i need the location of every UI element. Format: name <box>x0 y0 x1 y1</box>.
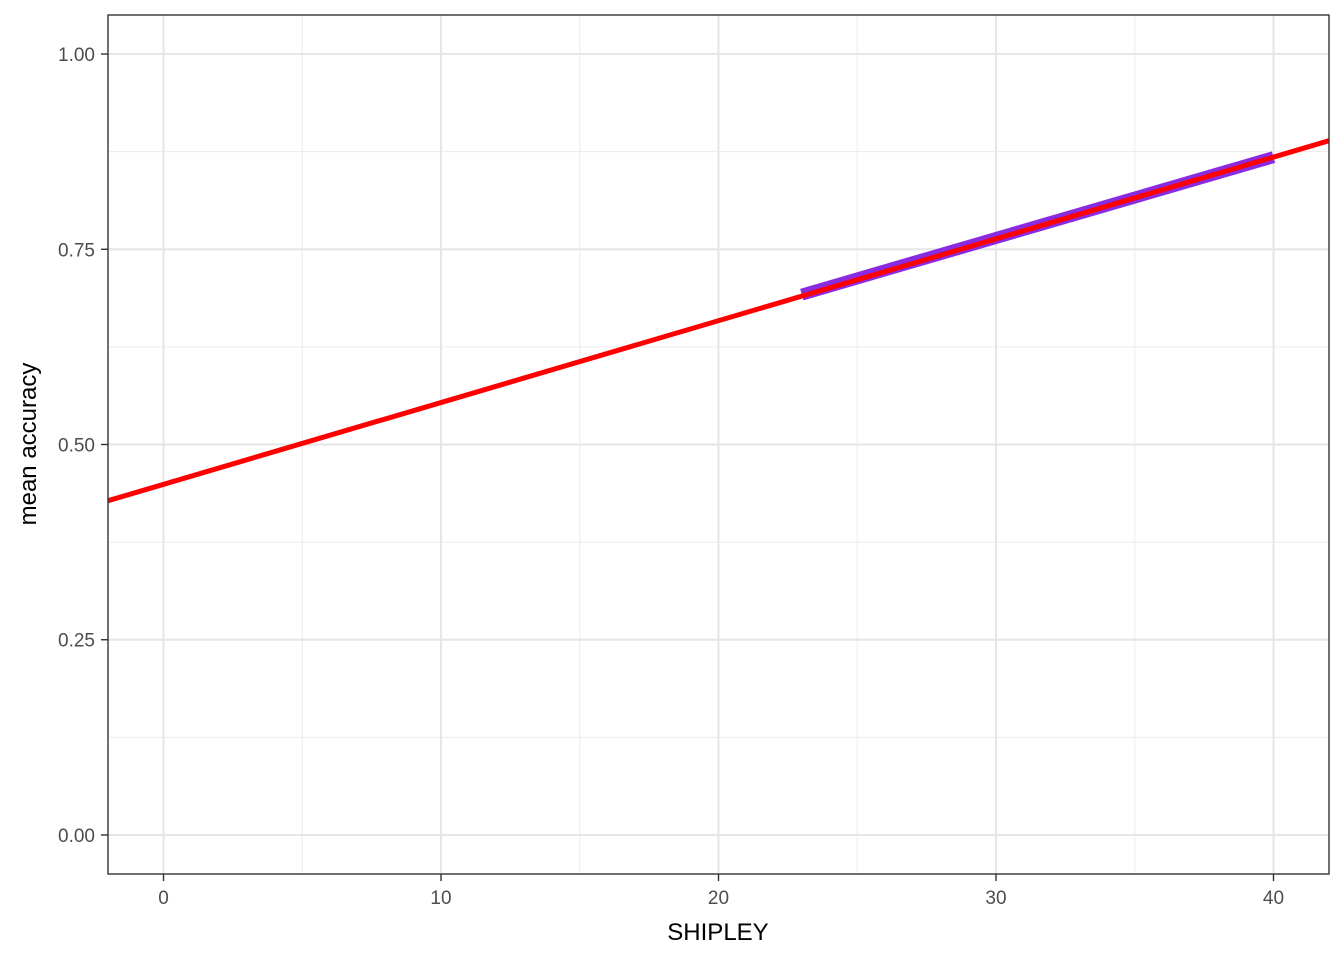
grid-major <box>108 15 1329 874</box>
x-axis-title: SHIPLEY <box>667 919 768 946</box>
y-tick-label: 1.00 <box>58 45 95 66</box>
x-tick-label: 0 <box>158 888 169 909</box>
x-tick-label: 40 <box>1263 888 1284 909</box>
y-axis: 0.00 0.25 0.50 0.75 1.00 <box>58 45 108 847</box>
y-axis-title: mean accuracy <box>15 363 42 526</box>
x-tick-label: 10 <box>430 888 451 909</box>
series-line-2 <box>107 138 1330 504</box>
x-tick-label: 30 <box>985 888 1006 909</box>
x-axis: 0 10 20 30 40 <box>158 874 1284 909</box>
y-tick-label: 0.00 <box>58 826 95 847</box>
y-tick-label: 0.50 <box>58 436 95 457</box>
y-tick-label: 0.75 <box>58 240 95 261</box>
x-tick-label: 20 <box>708 888 729 909</box>
series-layer <box>107 138 1330 504</box>
y-tick-label: 0.25 <box>58 631 95 652</box>
